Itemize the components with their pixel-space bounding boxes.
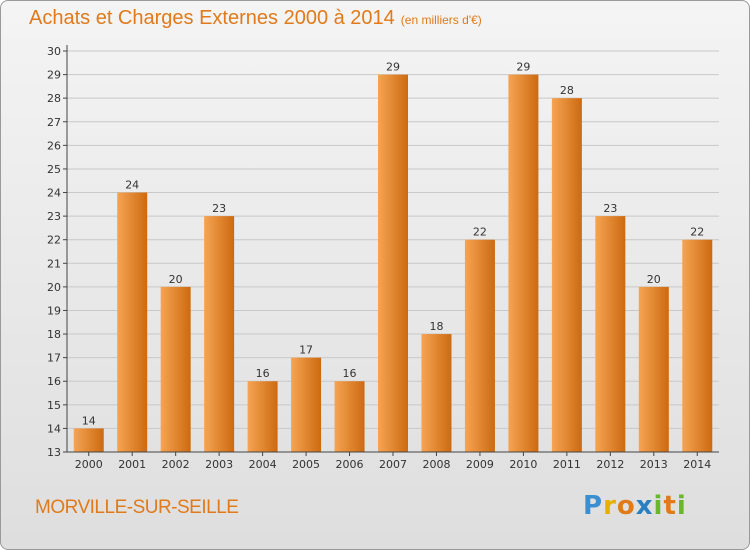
bar-2009 (464, 239, 495, 452)
y-tick-label: 15 (47, 399, 61, 412)
value-label-2003: 23 (212, 202, 226, 215)
y-tick-label: 17 (47, 352, 61, 365)
value-label-2004: 16 (256, 367, 270, 380)
y-tick-label: 26 (47, 139, 61, 152)
logo-letter: P (583, 491, 604, 521)
y-tick-label: 13 (47, 446, 61, 459)
value-label-2006: 16 (343, 367, 357, 380)
bar-2010 (508, 74, 539, 453)
bar-2004 (247, 381, 278, 452)
y-tick-label: 30 (47, 45, 61, 58)
value-label-2001: 24 (125, 179, 139, 192)
x-tick-label-2009: 2009 (466, 458, 494, 471)
value-label-2009: 22 (473, 226, 487, 239)
value-label-2005: 17 (299, 344, 313, 357)
value-label-2014: 22 (690, 226, 704, 239)
y-tick-label: 18 (47, 328, 61, 341)
bar-2003 (204, 216, 235, 452)
bars: 14 24 20 23 16 17 16 29 18 22 29 28 23 20 22 (73, 61, 713, 453)
bar-2008 (421, 334, 452, 452)
chart-title-text: Achats et Charges Externes 2000 à 2014 (29, 7, 395, 29)
y-tick-label: 22 (47, 234, 61, 247)
y-tick-label: 28 (47, 92, 61, 105)
bar-2001 (117, 192, 148, 452)
bar-2000 (73, 428, 104, 452)
y-tick-label: 16 (47, 375, 61, 388)
logo-letter: r (603, 491, 617, 521)
bar-2005 (291, 357, 322, 452)
y-tick-label: 19 (47, 304, 61, 317)
chart-title: Achats et Charges Externes 2000 à 2014 (e… (29, 7, 482, 30)
bar-2007 (378, 74, 408, 453)
logo-letter: x (635, 491, 654, 521)
value-label-2012: 23 (603, 202, 617, 215)
chart-subtitle: (en milliers d'€) (400, 13, 482, 27)
logo-letter: t (663, 491, 677, 521)
bar-2014 (682, 239, 713, 452)
logo-letter: i (653, 491, 664, 521)
value-label-2007: 29 (386, 61, 400, 74)
y-tick-label: 14 (47, 422, 61, 435)
x-tick-label-2014: 2014 (683, 458, 711, 471)
bar-2006 (334, 381, 365, 452)
x-tick-label-2000: 2000 (75, 458, 103, 471)
bar-2012 (595, 216, 626, 452)
y-tick-label: 21 (47, 257, 61, 270)
x-tick-label-2005: 2005 (292, 458, 320, 471)
y-tick-label: 23 (47, 210, 61, 223)
x-tick-label-2006: 2006 (336, 458, 364, 471)
commune-name: MORVILLE-SUR-SEILLE (35, 497, 239, 518)
logo-letter: i (676, 491, 687, 521)
x-tick-label-2012: 2012 (596, 458, 624, 471)
x-tick-label-2001: 2001 (118, 458, 146, 471)
y-tick-label: 27 (47, 116, 61, 129)
y-tick-label: 25 (47, 163, 61, 176)
x-tick-label-2011: 2011 (553, 458, 581, 471)
proxiti-logo: Proxiti (583, 491, 687, 521)
bar-2013 (638, 286, 669, 452)
x-tick-label-2007: 2007 (379, 458, 407, 471)
x-tick-label-2003: 2003 (205, 458, 233, 471)
x-tick-label-2004: 2004 (249, 458, 277, 471)
bar-2011 (551, 98, 582, 453)
value-label-2010: 29 (516, 61, 530, 74)
value-label-2011: 28 (560, 84, 574, 97)
x-tick-label-2010: 2010 (509, 458, 537, 471)
value-label-2008: 18 (429, 320, 443, 333)
value-label-2013: 20 (647, 273, 661, 286)
y-tick-label: 29 (47, 69, 61, 82)
x-tick-label-2008: 2008 (422, 458, 450, 471)
bar-2002 (160, 286, 191, 452)
x-tick-label-2002: 2002 (162, 458, 190, 471)
value-label-2002: 20 (169, 273, 183, 286)
y-tick-label: 24 (47, 187, 61, 200)
value-label-2000: 14 (82, 414, 96, 427)
x-tick-label-2013: 2013 (640, 458, 668, 471)
y-tick-label: 20 (47, 281, 61, 294)
logo-letter: o (616, 491, 636, 521)
axes: 13 14 15 16 17 18 19 20 21 22 23 24 25 26 27 28 29 30 2000… (47, 45, 719, 471)
